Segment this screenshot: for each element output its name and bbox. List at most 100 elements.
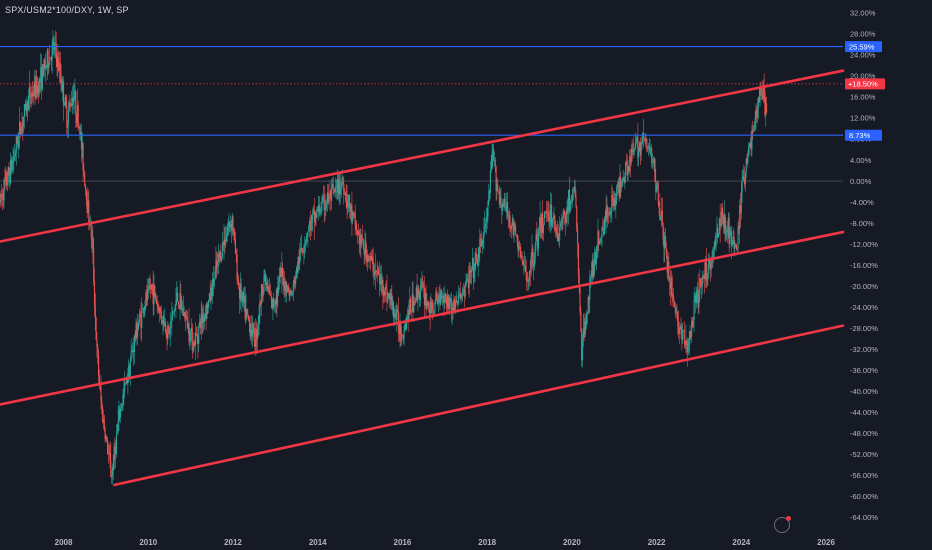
candle-body xyxy=(0,195,2,197)
candle-body xyxy=(0,195,1,203)
candle-body xyxy=(374,274,376,275)
candle-body xyxy=(463,289,465,297)
candle-body xyxy=(283,286,285,291)
y-tick-label: -32.00% xyxy=(850,345,878,354)
candle-body xyxy=(765,103,767,116)
candle-body xyxy=(208,293,210,301)
candle-body xyxy=(21,122,23,132)
candle-body xyxy=(58,62,61,71)
candle-body xyxy=(223,239,225,245)
candle-body xyxy=(669,281,672,289)
candle-body xyxy=(190,331,192,341)
candle-body xyxy=(32,93,34,97)
candle-body xyxy=(135,323,137,339)
candle-body xyxy=(427,301,430,308)
candle-body xyxy=(689,331,691,340)
candle-body xyxy=(42,64,44,77)
candle-body xyxy=(634,148,636,151)
candle-body xyxy=(615,200,617,206)
candle-body xyxy=(730,231,732,234)
candle-body xyxy=(618,181,620,197)
candle-body xyxy=(260,284,263,304)
candle-body xyxy=(366,250,368,263)
candle-body xyxy=(533,265,535,267)
candle-body xyxy=(314,212,316,223)
candle-body xyxy=(735,244,737,250)
candle-body xyxy=(379,274,381,285)
candle-body xyxy=(96,340,98,347)
candle-body xyxy=(673,296,675,303)
candle-body xyxy=(605,207,607,222)
candle-body xyxy=(565,221,567,223)
candle-body xyxy=(146,289,149,301)
candle-body xyxy=(442,296,444,298)
candle-body xyxy=(657,183,659,203)
candle-body xyxy=(14,152,17,157)
candle-body xyxy=(714,241,716,247)
candle-body xyxy=(27,95,30,111)
candle-body xyxy=(77,105,79,127)
candle-body xyxy=(740,192,742,213)
candle-body xyxy=(306,235,308,239)
candle-body xyxy=(524,265,526,267)
candle-body xyxy=(747,153,749,164)
candle-body xyxy=(372,257,374,273)
candle-body xyxy=(588,297,590,300)
candle-body xyxy=(149,285,151,288)
candle-body xyxy=(131,351,133,352)
candle-body xyxy=(65,97,67,107)
tradingview-logo-icon xyxy=(774,516,791,533)
y-tick-label: -52.00% xyxy=(850,450,878,459)
candle-body xyxy=(554,215,556,231)
candle-body xyxy=(761,93,764,100)
candle-body xyxy=(399,324,401,335)
candle-body xyxy=(269,292,271,295)
candle-body xyxy=(290,290,292,294)
candle-body xyxy=(126,377,128,384)
candle-body xyxy=(643,138,645,140)
x-tick-label: 2014 xyxy=(309,538,327,547)
candle-body xyxy=(106,440,109,454)
candle-body xyxy=(601,228,603,237)
candle-body xyxy=(71,105,73,106)
candle-body xyxy=(568,189,570,212)
candle-body xyxy=(542,225,544,234)
candle-body xyxy=(295,267,298,277)
candle-body xyxy=(705,261,707,281)
candle-body xyxy=(734,244,736,249)
candle-body xyxy=(434,300,436,312)
candle-body xyxy=(269,294,272,296)
candle-body xyxy=(297,256,299,273)
candle-body xyxy=(552,218,554,224)
candle-body xyxy=(148,285,150,287)
candle-body xyxy=(186,315,188,318)
candle-body xyxy=(490,169,492,172)
candle-body xyxy=(364,240,366,255)
candle-body xyxy=(656,183,658,186)
candle-body xyxy=(612,201,614,207)
candle-body xyxy=(203,314,206,322)
candle-body xyxy=(206,304,208,319)
candle-body xyxy=(46,50,48,66)
candle-body xyxy=(23,116,25,127)
candle-body xyxy=(84,172,86,186)
candle-body xyxy=(558,239,560,242)
candle-body xyxy=(332,183,334,190)
candle-body xyxy=(608,212,610,215)
candle-body xyxy=(79,126,81,136)
candle-body xyxy=(700,278,702,286)
y-tick-label: -28.00% xyxy=(850,324,878,333)
candle-body xyxy=(474,262,476,270)
candle-body xyxy=(457,302,459,304)
candle-body xyxy=(93,248,95,282)
candle-body xyxy=(522,261,524,264)
candle-body xyxy=(660,210,663,216)
candle-body xyxy=(739,205,742,213)
candle-body xyxy=(669,275,671,282)
candle-body xyxy=(214,271,216,279)
candle-body xyxy=(753,128,755,132)
candle-body xyxy=(413,301,415,313)
candle-body xyxy=(651,148,653,164)
candle-body xyxy=(764,92,766,116)
